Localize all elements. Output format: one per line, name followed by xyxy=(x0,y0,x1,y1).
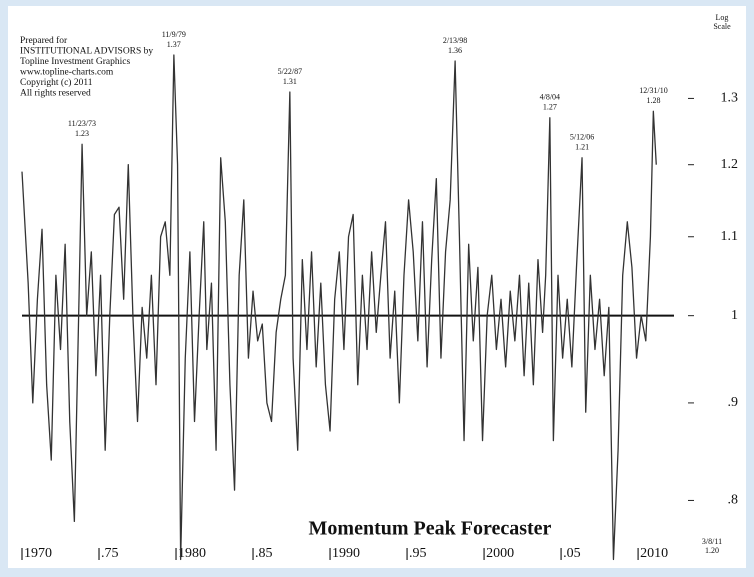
y-tick-label: .8 xyxy=(728,493,739,508)
annotation-date: 11/9/79 xyxy=(162,30,186,39)
x-tick-label: 1990 xyxy=(332,546,360,561)
annotation-value: 1.21 xyxy=(575,143,589,152)
x-tick-label: .95 xyxy=(409,546,427,561)
annotation-date: 5/22/87 xyxy=(278,67,302,76)
note: Prepared for xyxy=(20,35,68,46)
y-tick-label: 1.2 xyxy=(721,157,739,172)
axis-note: Log xyxy=(716,13,729,22)
note: Topline Investment Graphics xyxy=(20,57,130,67)
annotation-date: 2/13/98 xyxy=(443,36,467,45)
x-tick-label: .05 xyxy=(563,546,581,561)
annotation-value: 1.27 xyxy=(543,103,557,112)
annotation-value: 1.23 xyxy=(75,129,89,138)
annotation-date: 12/31/10 xyxy=(639,86,667,95)
y-tick-label: 1 xyxy=(731,308,738,323)
x-tick-label: .75 xyxy=(101,546,119,561)
x-tick-label: 2010 xyxy=(640,546,668,561)
annotation-date: 11/23/73 xyxy=(68,119,96,128)
x-tick-label: 1970 xyxy=(24,546,52,561)
last-value: 1.20 xyxy=(705,546,719,555)
annotation-date: 4/8/04 xyxy=(540,93,560,102)
axis-note: Scale xyxy=(713,22,731,31)
chart-background xyxy=(8,6,746,568)
x-tick-label: .85 xyxy=(255,546,273,561)
chart-title: Momentum Peak Forecaster xyxy=(309,518,552,540)
annotation-value: 1.28 xyxy=(646,96,660,105)
note: www.topline-charts.com xyxy=(20,68,114,78)
x-tick-label: 2000 xyxy=(486,546,514,561)
note: All rights reserved xyxy=(20,89,91,99)
y-tick-label: .9 xyxy=(728,395,739,410)
momentum-line xyxy=(21,54,657,561)
note: INSTITUTIONAL ADVISORS by xyxy=(20,47,153,57)
annotation-value: 1.37 xyxy=(167,40,181,49)
note: Copyright (c) 2011 xyxy=(20,77,93,88)
y-tick-label: 1.3 xyxy=(721,91,739,106)
annotation-date: 5/12/06 xyxy=(570,133,594,142)
annotation-value: 1.36 xyxy=(448,46,462,55)
y-tick-label: 1.1 xyxy=(721,229,739,244)
x-tick-label: 1980 xyxy=(178,546,206,561)
annotation-value: 1.31 xyxy=(283,77,297,86)
last-date: 3/8/11 xyxy=(702,537,722,546)
